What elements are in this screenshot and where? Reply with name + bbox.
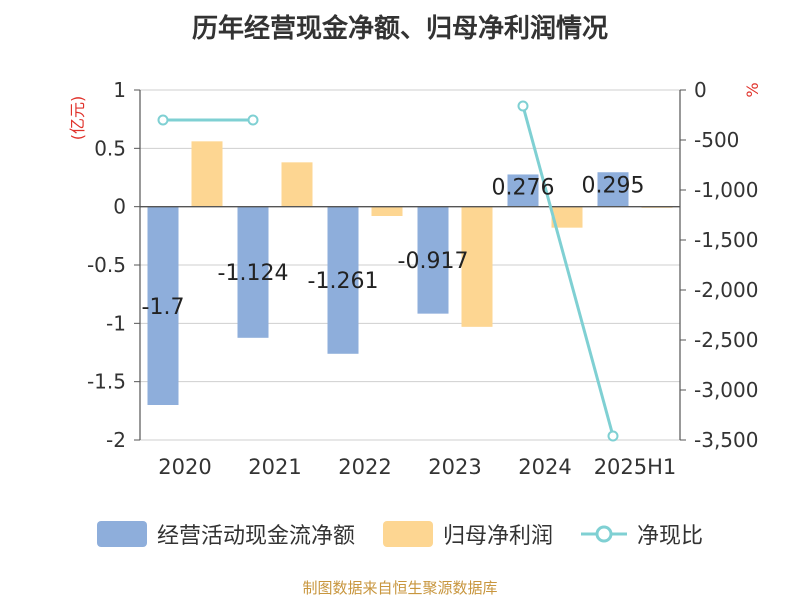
cashflow-data-label: -0.917 [398, 249, 469, 274]
cashflow-data-label: 0.276 [492, 175, 555, 200]
x-tick-label: 2024 [518, 455, 571, 479]
chart: 1 0.5 0 -0.5 -1 -1.5 -2 0 -500 -1,000 -1,500 -2,00… [68, 78, 762, 479]
profit-bar [371, 206, 403, 216]
x-tick-label: 2023 [428, 455, 481, 479]
profit-bar [461, 206, 493, 327]
chart-title: 历年经营现金净额、归母净利润情况 [191, 14, 608, 44]
bars [147, 141, 673, 405]
legend-item-profit[interactable]: 归母净利润 [382, 518, 553, 550]
ratio-line [157, 100, 619, 442]
cashflow-data-label: -1.124 [218, 261, 289, 286]
right-tick-label: -500 [694, 128, 739, 152]
left-axis-label: (亿元) [68, 96, 87, 141]
profit-bar [551, 206, 583, 228]
right-tick-label: -3,500 [694, 428, 758, 452]
source-note: 制图数据来自恒生聚源数据库 [302, 579, 498, 597]
legend-swatch-ratio [581, 525, 627, 543]
x-tick-label: 2022 [338, 455, 391, 479]
legend-label-cashflow: 经营活动现金流净额 [156, 524, 355, 549]
cashflow-bar [507, 174, 539, 207]
cashflow-data-label: -1.261 [308, 269, 379, 294]
x-tick-label: 2025H1 [594, 455, 677, 479]
ratio-point [607, 430, 619, 442]
right-tick-label: -1,000 [694, 178, 758, 202]
right-tick-label: -2,000 [694, 278, 758, 302]
ratio-point [247, 114, 259, 126]
right-tick-label: 0 [694, 78, 707, 102]
x-axis-ticks: 2020 2021 2022 2023 2024 2025H1 [158, 455, 676, 479]
right-tick-label: -1,500 [694, 228, 758, 252]
cashflow-data-label: -1.7 [142, 295, 185, 320]
left-tick-label: 0.5 [94, 136, 126, 160]
profit-bar [281, 162, 313, 207]
legend-item-ratio[interactable]: 净现比 [581, 518, 703, 550]
left-tick-label: 1 [113, 78, 126, 102]
left-tick-label: -0.5 [87, 253, 126, 277]
x-tick-label: 2021 [248, 455, 301, 479]
ratio-line-segment [521, 105, 615, 437]
cashflow-bar [597, 172, 629, 207]
legend-swatch-cashflow [96, 521, 147, 547]
profit-bar [191, 141, 223, 207]
data-labels: -1.7 -1.124 -1.261 -0.917 0.276 0.295 [142, 173, 645, 320]
legend-label-ratio: 净现比 [637, 524, 704, 549]
left-axis-ticks: 1 0.5 0 -0.5 -1 -1.5 -2 [87, 78, 140, 452]
ratio-point [517, 100, 529, 112]
left-tick-label: -2 [106, 428, 126, 452]
legend-item-cashflow[interactable]: 经营活动现金流净额 [96, 518, 355, 550]
x-tick-label: 2020 [158, 455, 211, 479]
left-tick-label: -1 [106, 311, 126, 335]
cashflow-bar [147, 206, 179, 405]
cashflow-bar [327, 206, 359, 354]
cashflow-bar [417, 206, 449, 314]
legend-swatch-profit [382, 521, 433, 547]
legend-label-profit: 归母净利润 [442, 524, 553, 549]
right-tick-label: -2,500 [694, 328, 758, 352]
left-tick-label: 0 [113, 195, 126, 219]
right-tick-label: -3,000 [694, 378, 758, 402]
right-axis-label: % [743, 82, 762, 97]
right-axis-ticks: 0 -500 -1,000 -1,500 -2,000 -2,500 -3,000 -3,50… [680, 78, 758, 452]
left-tick-label: -1.5 [87, 370, 126, 394]
legend: 经营活动现金流净额 归母净利润 净现比 [0, 518, 800, 550]
ratio-point [157, 114, 169, 126]
cashflow-data-label: 0.295 [582, 173, 645, 198]
cashflow-bar [237, 206, 269, 338]
